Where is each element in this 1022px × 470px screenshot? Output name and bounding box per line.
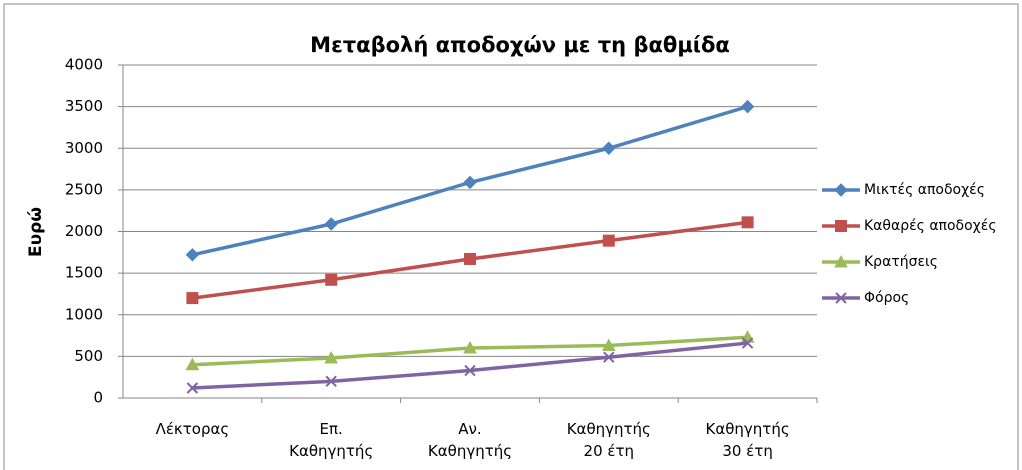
- x-tick-label: Επ. Καθηγητής: [289, 420, 374, 460]
- marker: [324, 217, 338, 231]
- y-tick-label: 3500: [65, 97, 103, 115]
- marker: [603, 351, 615, 363]
- chart-frame: [3, 3, 1019, 470]
- y-tick-label: 1000: [65, 305, 103, 323]
- x-tick-label: Λέκτορας: [155, 420, 230, 438]
- legend-label: Καθαρές αποδοχές: [864, 218, 997, 234]
- marker: [602, 234, 615, 247]
- marker: [464, 252, 476, 265]
- y-tick-label: 2500: [65, 180, 103, 198]
- marker: [325, 375, 337, 388]
- marker: [835, 220, 847, 232]
- y-tick-label: 3000: [65, 139, 103, 157]
- x-tick-label: Καθηγητής 30 έτη: [705, 420, 790, 460]
- marker: [741, 216, 754, 229]
- marker: [741, 337, 754, 349]
- marker: [601, 338, 616, 352]
- marker: [186, 382, 199, 394]
- marker: [834, 183, 848, 197]
- y-axis-label: Ευρώ: [26, 207, 46, 257]
- y-tick-label: 500: [74, 347, 103, 365]
- marker: [325, 273, 338, 286]
- y-tick-label: 2000: [65, 222, 103, 240]
- marker: [834, 254, 848, 268]
- marker: [185, 248, 200, 262]
- y-tick-label: 0: [93, 389, 103, 407]
- marker: [324, 350, 339, 364]
- legend-label: Μικτές αποδοχές: [864, 182, 985, 198]
- marker: [602, 141, 616, 155]
- y-tick-label: 4000: [65, 56, 103, 74]
- y-tick-label: 1500: [65, 264, 103, 282]
- marker: [740, 99, 755, 114]
- x-tick-label: Καθηγητής 20 έτη: [566, 420, 651, 460]
- marker: [185, 357, 200, 371]
- chart-title: Μεταβολή αποδοχών με τη βαθμίδα: [310, 33, 730, 57]
- legend-label: Κρατήσεις: [864, 254, 938, 270]
- marker: [463, 341, 477, 354]
- x-tick-label: Αν. Καθηγητής: [427, 420, 513, 460]
- marker: [463, 175, 477, 190]
- marker: [186, 292, 199, 305]
- marker: [835, 292, 847, 304]
- legend-label: Φόρος: [864, 290, 909, 306]
- marker: [464, 364, 476, 377]
